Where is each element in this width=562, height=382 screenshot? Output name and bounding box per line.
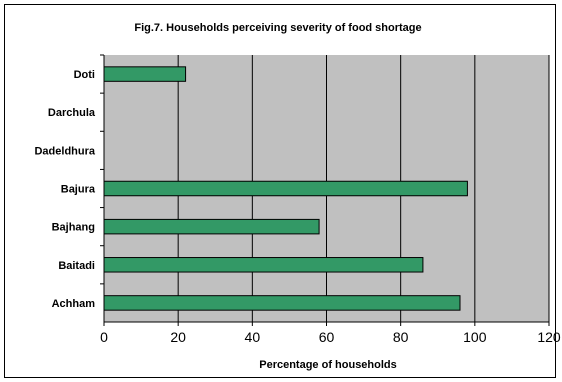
x-tick-label: 0 — [100, 329, 108, 345]
category-label: Doti — [74, 69, 95, 81]
x-tick-label: 100 — [463, 329, 487, 345]
chart-title: Fig.7. Households perceiving severity of… — [134, 22, 421, 34]
x-tick-label: 80 — [393, 329, 409, 345]
x-tick-label: 40 — [245, 329, 261, 345]
category-label: Bajhang — [52, 222, 95, 234]
x-tick-label: 120 — [537, 329, 561, 345]
x-tick-label: 20 — [170, 329, 186, 345]
plot-area: 0 20 40 60 80 100 120 Doti Darchula Dadeldhura Baj… — [34, 54, 561, 345]
category-label: Achham — [52, 298, 96, 310]
category-label: Bajura — [61, 184, 96, 196]
bar — [103, 295, 461, 311]
bar — [103, 180, 468, 197]
x-axis-label: Percentage of households — [259, 359, 397, 371]
category-label: Baitadi — [58, 260, 95, 272]
bar — [103, 218, 320, 235]
bar — [103, 66, 187, 82]
x-tick-label: 60 — [319, 329, 335, 345]
category-label: Dadeldhura — [34, 145, 95, 157]
category-label: Darchula — [48, 107, 96, 119]
bar — [103, 257, 424, 273]
